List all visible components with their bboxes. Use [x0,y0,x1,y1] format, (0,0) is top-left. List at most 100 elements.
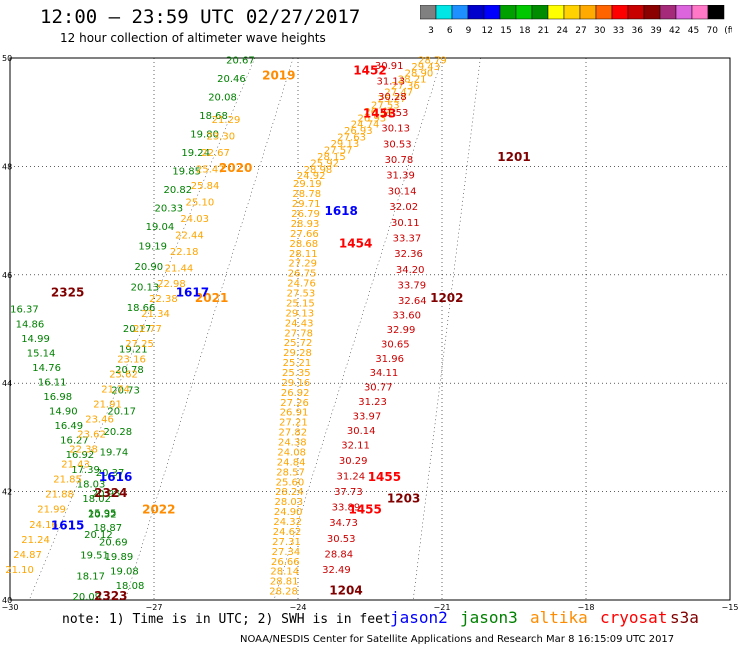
pass-time-label: 1202 [430,291,463,305]
scale-label: 24 [557,26,569,36]
satellite-name-altika: altika [530,608,588,627]
swh-value: 32.64 [398,296,427,307]
swh-value: 28.84 [324,549,353,560]
swh-value: 21.74 [101,384,130,395]
swh-value: 16.11 [38,377,67,388]
page-subtitle: 12 hour collection of altimeter wave hei… [60,31,326,45]
swh-value: 19.08 [110,567,139,578]
swh-value: 21.85 [53,475,82,486]
swh-value: 20.12 [84,530,113,541]
swh-value: 21.34 [141,309,170,320]
swh-value: 14.99 [21,334,50,345]
swh-value: 24.32 [273,517,302,528]
swh-value: 14.90 [49,407,78,418]
pass-time-label: 1453 [363,107,396,121]
swh-value: 22.38 [149,294,178,305]
scale-label: 70 [707,26,719,36]
track-guide-line [412,57,481,601]
lon-tick-label: −21 [434,603,451,612]
swh-value: 20.46 [217,74,246,85]
swh-value: 28.93 [291,219,320,230]
swh-value: 33.97 [353,412,382,423]
scale-label: 21 [538,26,549,36]
scale-label: 45 [688,26,699,36]
scale-swatch [707,5,725,20]
swh-value: 28.11 [289,249,318,260]
swh-value: 18.02 [82,494,111,505]
swh-value: 20.69 [99,538,128,549]
pass-time-label: 2020 [219,161,252,175]
swh-value: 21.91 [93,399,122,410]
pass-time-label: 1452 [353,63,386,77]
swh-value: 25.27 [378,94,407,105]
footer-credit: NOAA/NESDIS Center for Satellite Applica… [240,634,675,645]
swh-value: 20.13 [131,283,160,294]
swh-value: 25.21 [283,358,312,369]
swh-value: 26.66 [271,557,300,568]
pass-time-label: 1618 [324,204,357,218]
pass-time-label: 2325 [51,285,84,299]
swh-value: 29.28 [283,348,312,359]
swh-value: 31.23 [358,397,387,408]
swh-value: 26.93 [344,126,373,137]
scale-label: 9 [466,26,472,36]
swh-value: 16.92 [66,450,95,461]
swh-value: 34.20 [396,265,425,276]
pass-time-label: 1454 [339,237,372,251]
swh-value: 24.16 [29,520,58,531]
swh-value: 24.08 [277,447,306,458]
swh-value: 22.77 [133,324,162,335]
swh-value: 14.86 [16,319,45,330]
swh-value: 28.28 [269,587,298,598]
swh-value: 30.28 [378,92,407,103]
swh-value: 20.17 [107,406,136,417]
swh-value: 29.71 [292,199,321,210]
swh-value: 21.43 [61,460,90,471]
swh-value: 31.24 [336,472,365,483]
swh-value: 33.79 [398,281,427,292]
swh-value: 20.37 [96,468,125,479]
swh-value: 18.17 [76,571,105,582]
swh-value: 27.36 [391,81,420,92]
swh-value: 14.76 [32,363,61,374]
swh-value: 26.44 [364,107,393,118]
track-guide-line [124,57,294,601]
pass-time-label: 1615 [51,519,84,533]
swh-value: 19.19 [138,241,167,252]
swh-value: 29.43 [411,62,440,73]
swh-value: 28.15 [317,152,346,163]
pass-time-label: 1204 [329,584,362,598]
swh-value: 20.17 [123,324,152,335]
swh-value: 20.08 [208,92,237,103]
swh-value: 19.04 [146,222,175,233]
swh-value: 31.13 [376,77,405,88]
swh-value: 28.78 [292,189,321,200]
swh-value: 20.33 [155,204,184,215]
swh-value: 16.27 [60,436,89,447]
swh-value: 24.38 [278,438,307,449]
swh-value: 30.78 [385,155,414,166]
swh-value: 33.37 [393,233,422,244]
swh-value: 23.16 [117,354,146,365]
swh-value: 30.29 [339,456,368,467]
lon-tick-label: −27 [146,603,163,612]
scale-label: 39 [650,26,662,36]
swh-value: 22.98 [157,279,186,290]
map-frame [9,57,731,601]
swh-value: 20.78 [115,365,144,376]
swh-value: 18.08 [116,581,145,592]
satellite-name-s3a: s3a [670,608,699,627]
swh-value: 27.63 [337,133,366,144]
swh-value: 30.13 [381,124,410,135]
swh-value: 28.24 [275,487,304,498]
satellite-name-jason3: jason3 [460,608,518,627]
swh-value: 25.10 [186,198,215,209]
swh-value: 26.79 [291,209,320,220]
swh-value: 22.38 [69,445,98,456]
scale-label: 30 [594,26,606,36]
swh-value: 16.37 [10,305,39,316]
swh-value: 23.62 [77,430,106,441]
swh-value: 26.91 [280,408,309,419]
